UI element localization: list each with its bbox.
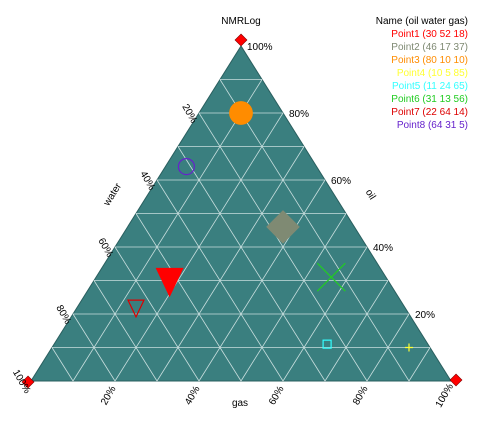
point4-marker [405, 343, 413, 352]
oil-axis-label: oil [363, 188, 378, 202]
corner-marker-gas [449, 373, 463, 387]
point1-marker [155, 267, 184, 298]
grid-line-water [93, 280, 158, 382]
oil-tick-label: 80% [289, 109, 309, 120]
legend-item: Point3 (80 10 10) [391, 55, 468, 66]
corner-markers [21, 33, 463, 389]
grid-line-gas [72, 79, 263, 382]
legend-item: Point2 (46 17 37) [391, 42, 468, 53]
gas-tick-label: 40% [183, 384, 203, 407]
legend-item: Point4 (10 5 85) [397, 68, 468, 79]
grid-line-water [177, 146, 326, 382]
grid-line-gas [240, 213, 347, 382]
grid-line-water [219, 79, 410, 382]
legend-item: Point7 (22 64 14) [391, 107, 468, 118]
point-markers [127, 101, 413, 352]
point5-marker [322, 339, 332, 349]
grid-line-gas [324, 280, 389, 382]
grid-line-gas [282, 246, 368, 382]
legend-item: Point8 (64 31 5) [397, 120, 468, 131]
legend-item: Point6 (31 13 56) [391, 94, 468, 105]
corner-marker-water [21, 375, 35, 389]
water-axis-label: water [101, 181, 124, 209]
point3-marker [229, 101, 253, 125]
grid-lines [51, 79, 431, 382]
point8-marker [177, 158, 195, 176]
oil-tick-label: 40% [373, 243, 393, 254]
grid-line-gas [156, 146, 305, 382]
grid-line-water [72, 313, 116, 382]
grid-line-water [114, 246, 200, 382]
legend: Point1 (30 52 18) Point2 (46 17 37) Point3… [391, 29, 468, 131]
legend-item: Point1 (30 52 18) [391, 29, 468, 40]
gas-tick-label: 20% [99, 384, 119, 407]
legend-item: Point5 (11 24 65) [392, 81, 468, 92]
oil-tick-label: 60% [331, 176, 351, 187]
grid-line-water [51, 347, 74, 382]
point2-marker [266, 210, 300, 244]
gas-tick-label: 80% [351, 384, 371, 407]
gas-tick-label: 100% [434, 382, 456, 410]
chart-title: NMRLog [221, 16, 260, 27]
point7-marker [127, 299, 145, 319]
oil-tick-label: 20% [415, 310, 435, 321]
legend-title: Name (oil water gas) [376, 16, 468, 27]
gas-tick-label: 60% [267, 384, 287, 407]
corner-marker-oil [234, 33, 248, 47]
grid-line-gas [408, 347, 431, 382]
gas-axis-label: gas [232, 398, 248, 409]
point6-marker [316, 262, 346, 292]
grid-line-water [135, 213, 242, 382]
grid-line-gas [366, 313, 410, 382]
oil-tick-label: 100% [247, 42, 273, 53]
